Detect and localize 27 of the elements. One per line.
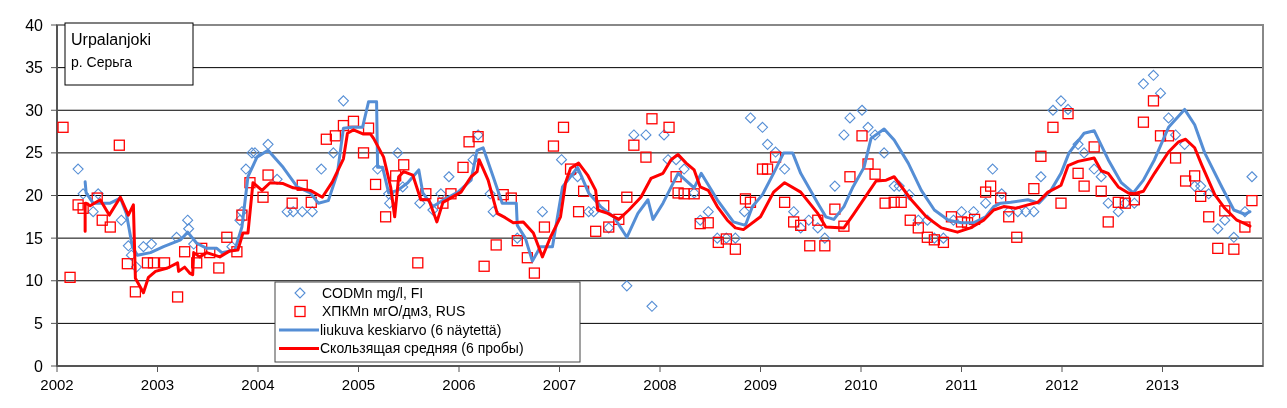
x-tick-label: 2011 xyxy=(945,376,978,393)
x-tick-label: 2005 xyxy=(341,376,376,393)
x-tick-label: 2013 xyxy=(1145,376,1180,393)
x-tick-label: 2002 xyxy=(40,376,74,393)
y-tick-label: 10 xyxy=(25,272,44,290)
legend-label: CODMn mg/l, FI xyxy=(322,284,424,301)
x-tick-label: 2003 xyxy=(140,376,175,393)
legend-label: liukuva keskiarvo (6 näytettä) xyxy=(320,321,502,338)
x-tick-label: 2012 xyxy=(1045,376,1079,393)
y-tick-label: 30 xyxy=(25,101,44,119)
x-tick-label: 2007 xyxy=(542,376,577,393)
y-tick-label: 40 xyxy=(25,16,44,34)
y-tick-label: 20 xyxy=(25,187,44,205)
y-tick-label: 35 xyxy=(25,59,44,77)
y-tick-label: 0 xyxy=(34,357,44,375)
legend-label: ХПКМn мгО/дм3, RUS xyxy=(322,303,466,320)
y-tick-label: 25 xyxy=(25,144,44,162)
x-tick-label: 2009 xyxy=(743,376,778,393)
legend-label: Скользящая средняя (6 пробы) xyxy=(320,340,524,357)
x-tick-label: 2008 xyxy=(643,376,677,393)
y-tick-label: 15 xyxy=(25,229,44,247)
y-tick-label: 5 xyxy=(34,314,44,332)
x-tick-label: 2010 xyxy=(844,376,878,393)
x-tick-label: 2004 xyxy=(241,376,275,393)
chart-title: Urpalanjoki xyxy=(71,31,152,48)
text: р. Серьга xyxy=(71,54,133,70)
x-tick-label: 2006 xyxy=(442,376,476,393)
